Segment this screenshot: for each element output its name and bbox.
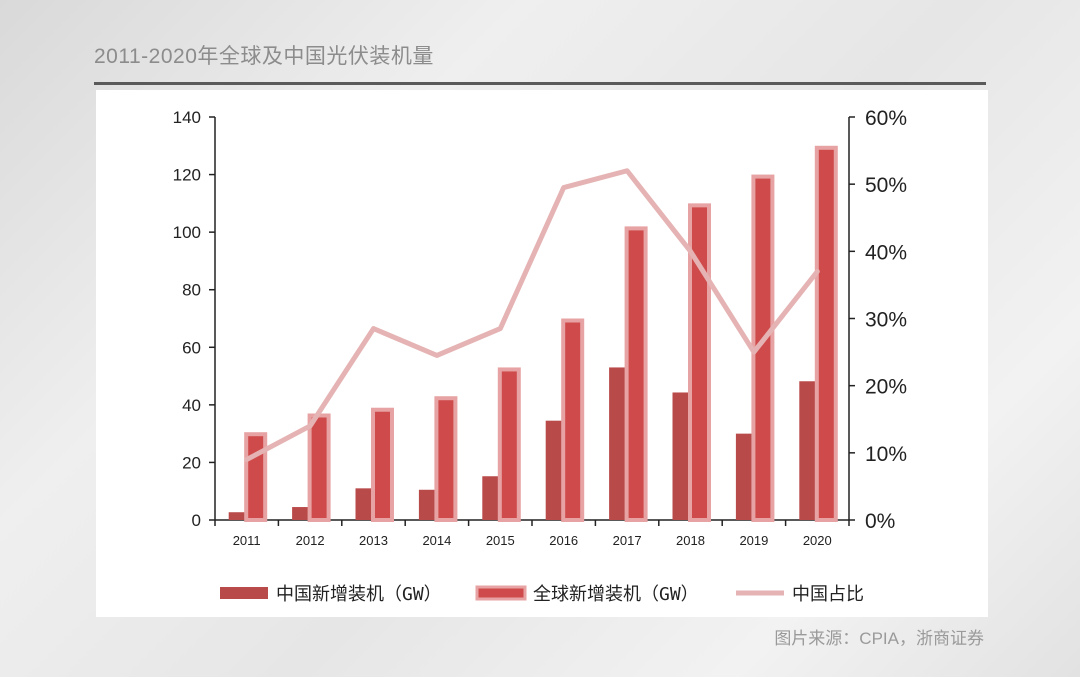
china-bar [355, 488, 372, 520]
x-tick-label: 2013 [359, 533, 388, 548]
legend-label-share: 中国占比 [792, 584, 864, 605]
global-bar [371, 407, 394, 522]
y-left-tick-label: 140 [173, 108, 201, 127]
china-bar [735, 433, 752, 520]
x-tick-label: 2019 [739, 533, 768, 548]
chart-panel: 0 20 40 60 80 100 120 140 0% 10% 20% 30% 40% 50% 60% 20… [96, 90, 988, 617]
y-left-tick-label: 0 [192, 511, 201, 530]
y-right-tick-label: 0% [865, 510, 895, 533]
china-bar [418, 489, 435, 520]
global-bar [814, 145, 838, 523]
global-bar [561, 318, 585, 522]
y-left-tick-label: 120 [173, 166, 201, 185]
y-right-tick-label: 40% [865, 241, 907, 264]
china-bar [609, 367, 626, 520]
china-bar [545, 420, 562, 520]
china-bar [672, 392, 689, 520]
x-tick-label: 2011 [233, 533, 261, 548]
x-tick-label: 2016 [549, 533, 578, 548]
y-left-tick-label: 60 [182, 338, 201, 357]
combo-chart: 0 20 40 60 80 100 120 140 0% 10% 20% 30% 40% 50% 60% 20… [173, 107, 907, 605]
y-right-tick-label: 30% [865, 309, 907, 332]
y-left-tick-label: 40 [182, 396, 201, 415]
global-bar [434, 396, 458, 523]
global-bar [244, 432, 268, 523]
x-tick-label: 2015 [486, 533, 515, 548]
global-bar [624, 226, 648, 522]
source-note: 图片来源：CPIA，浙商证券 [774, 629, 984, 648]
y-right-tick-label: 10% [865, 443, 907, 466]
china-bar [799, 381, 816, 520]
china-bar [292, 507, 309, 520]
china-share-line [244, 168, 820, 463]
global-bar [497, 367, 521, 522]
legend-swatch-global [475, 585, 527, 601]
legend-label-china: 中国新增装机（GW） [276, 584, 442, 605]
global-bar [688, 203, 711, 522]
x-tick-label: 2017 [613, 533, 642, 548]
y-left-tick-label: 100 [173, 223, 201, 242]
legend-label-global: 全球新增装机（GW） [533, 584, 699, 605]
y-right-tick-label: 50% [865, 174, 907, 197]
china-bar [228, 512, 245, 520]
y-left-tick-label: 20 [182, 453, 201, 472]
x-tick-label: 2020 [803, 533, 832, 548]
slide-title: 2011-2020年全球及中国光伏装机量 [94, 45, 434, 68]
global-bar [307, 413, 331, 522]
legend-swatch-china [220, 587, 268, 599]
y-right-tick-label: 20% [865, 376, 907, 399]
y-right-tick-label: 60% [865, 107, 907, 130]
title-divider [94, 82, 986, 85]
x-tick-label: 2012 [296, 533, 325, 548]
y-left-tick-label: 80 [182, 281, 201, 300]
x-tick-label: 2014 [422, 533, 451, 548]
china-bar [482, 476, 499, 520]
x-tick-label: 2018 [676, 533, 705, 548]
